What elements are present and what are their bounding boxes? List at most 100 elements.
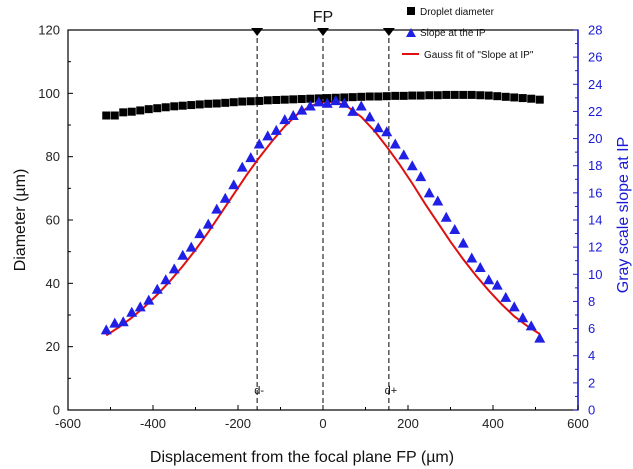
slope-point	[253, 138, 265, 149]
diameter-point	[255, 96, 264, 105]
y-tick-label: 0	[53, 403, 60, 418]
slope-point	[372, 122, 384, 133]
slope-point	[457, 237, 469, 248]
y-right-tick-label: 14	[588, 213, 602, 228]
diameter-point	[187, 101, 196, 110]
slope-point	[534, 332, 546, 343]
diameter-point	[408, 91, 417, 100]
y-right-tick-label: 28	[588, 23, 602, 38]
diameter-point	[433, 91, 442, 100]
x-tick-label: -400	[140, 416, 166, 431]
y-right-axis-title: Gray scale slope at IP	[615, 137, 632, 294]
y-right-tick-label: 18	[588, 158, 602, 173]
slope-point	[491, 279, 503, 290]
slope-point	[168, 263, 180, 274]
y-right-tick-label: 2	[588, 375, 595, 390]
slope-point	[211, 203, 223, 214]
slope-point	[321, 97, 333, 108]
diameter-point	[246, 97, 255, 106]
y-right-tick-label: 0	[588, 403, 595, 418]
slope-point	[160, 274, 172, 285]
slope-point	[483, 274, 495, 285]
slope-point	[525, 320, 537, 331]
diameter-point	[195, 100, 204, 109]
slope-point	[330, 95, 342, 106]
diameter-point	[535, 95, 544, 104]
y-tick-label: 40	[46, 276, 60, 291]
diameter-point	[416, 91, 425, 100]
diameter-point	[127, 107, 136, 116]
vline-top-marker	[317, 28, 329, 36]
slope-point	[338, 97, 350, 108]
diameter-point	[204, 99, 213, 108]
diameter-point	[178, 101, 187, 110]
vline-top-marker	[251, 28, 264, 36]
y-tick-label: 120	[38, 23, 60, 38]
slope-point	[143, 294, 155, 305]
slope-point	[423, 187, 435, 198]
diameter-point	[391, 91, 400, 100]
vline-label-fp: FP	[313, 9, 333, 26]
y-right-tick-label: 4	[588, 348, 595, 363]
diameter-point	[399, 91, 408, 100]
slope-point	[398, 149, 410, 160]
slope-point	[466, 252, 478, 263]
diameter-point	[238, 97, 247, 106]
diameter-point	[212, 99, 221, 108]
slope-point	[151, 283, 163, 294]
diameter-point	[374, 92, 383, 101]
diameter-point	[365, 92, 374, 101]
diameter-point	[297, 95, 306, 104]
legend-marker-diameter	[407, 7, 415, 15]
diameter-point	[229, 98, 238, 107]
x-tick-label: -200	[225, 416, 251, 431]
slope-point	[117, 316, 129, 327]
diameter-point	[144, 105, 153, 114]
slope-point	[415, 171, 427, 182]
y-right-tick-label: 8	[588, 294, 595, 309]
diameter-point	[442, 90, 451, 99]
slope-point	[355, 100, 367, 111]
y-tick-label: 80	[46, 149, 60, 164]
diameter-point	[510, 93, 519, 102]
slope-point	[381, 126, 393, 137]
x-axis-title: Displacement from the focal plane FP (µm…	[150, 449, 454, 466]
slope-point	[185, 241, 197, 252]
diameter-point	[280, 95, 289, 104]
y-right-tick-label: 10	[588, 267, 602, 282]
diameter-point	[289, 95, 298, 104]
reference-lines: d- FP d+	[251, 9, 397, 410]
y-right-tick-label: 6	[588, 321, 595, 336]
vline-label-d-plus: d+	[385, 385, 398, 397]
slope-point	[500, 291, 512, 302]
slope-point	[236, 161, 248, 172]
legend-label-fit: Gauss fit of "Slope at IP"	[424, 50, 534, 61]
diameter-point	[459, 90, 468, 99]
slope-point	[100, 324, 112, 335]
y-tick-label: 100	[38, 86, 60, 101]
vline-label-d-minus: d-	[254, 385, 264, 397]
slope-point	[517, 312, 529, 323]
slope-point	[287, 110, 299, 120]
diameter-point	[263, 96, 272, 105]
legend: Droplet diameter Slope at the IP Gauss f…	[402, 7, 534, 61]
diameter-point	[476, 91, 485, 100]
slope-point	[313, 96, 325, 107]
slope-point	[296, 104, 308, 115]
y-right-tick-label: 22	[588, 104, 602, 119]
y-right-tick-label: 20	[588, 131, 602, 146]
slope-point	[449, 224, 461, 234]
diameter-point	[306, 94, 315, 103]
slope-point	[134, 301, 146, 312]
diameter-point	[272, 95, 281, 104]
slope-point	[364, 111, 376, 122]
diameter-point	[527, 94, 536, 103]
diameter-point	[518, 94, 527, 103]
slope-point	[109, 317, 121, 328]
slope-point	[126, 306, 138, 317]
diameter-point	[425, 91, 434, 100]
slope-point	[228, 179, 240, 190]
y-right-tick-label: 12	[588, 240, 602, 255]
slope-point	[270, 124, 282, 135]
y-tick-label: 20	[46, 339, 60, 354]
